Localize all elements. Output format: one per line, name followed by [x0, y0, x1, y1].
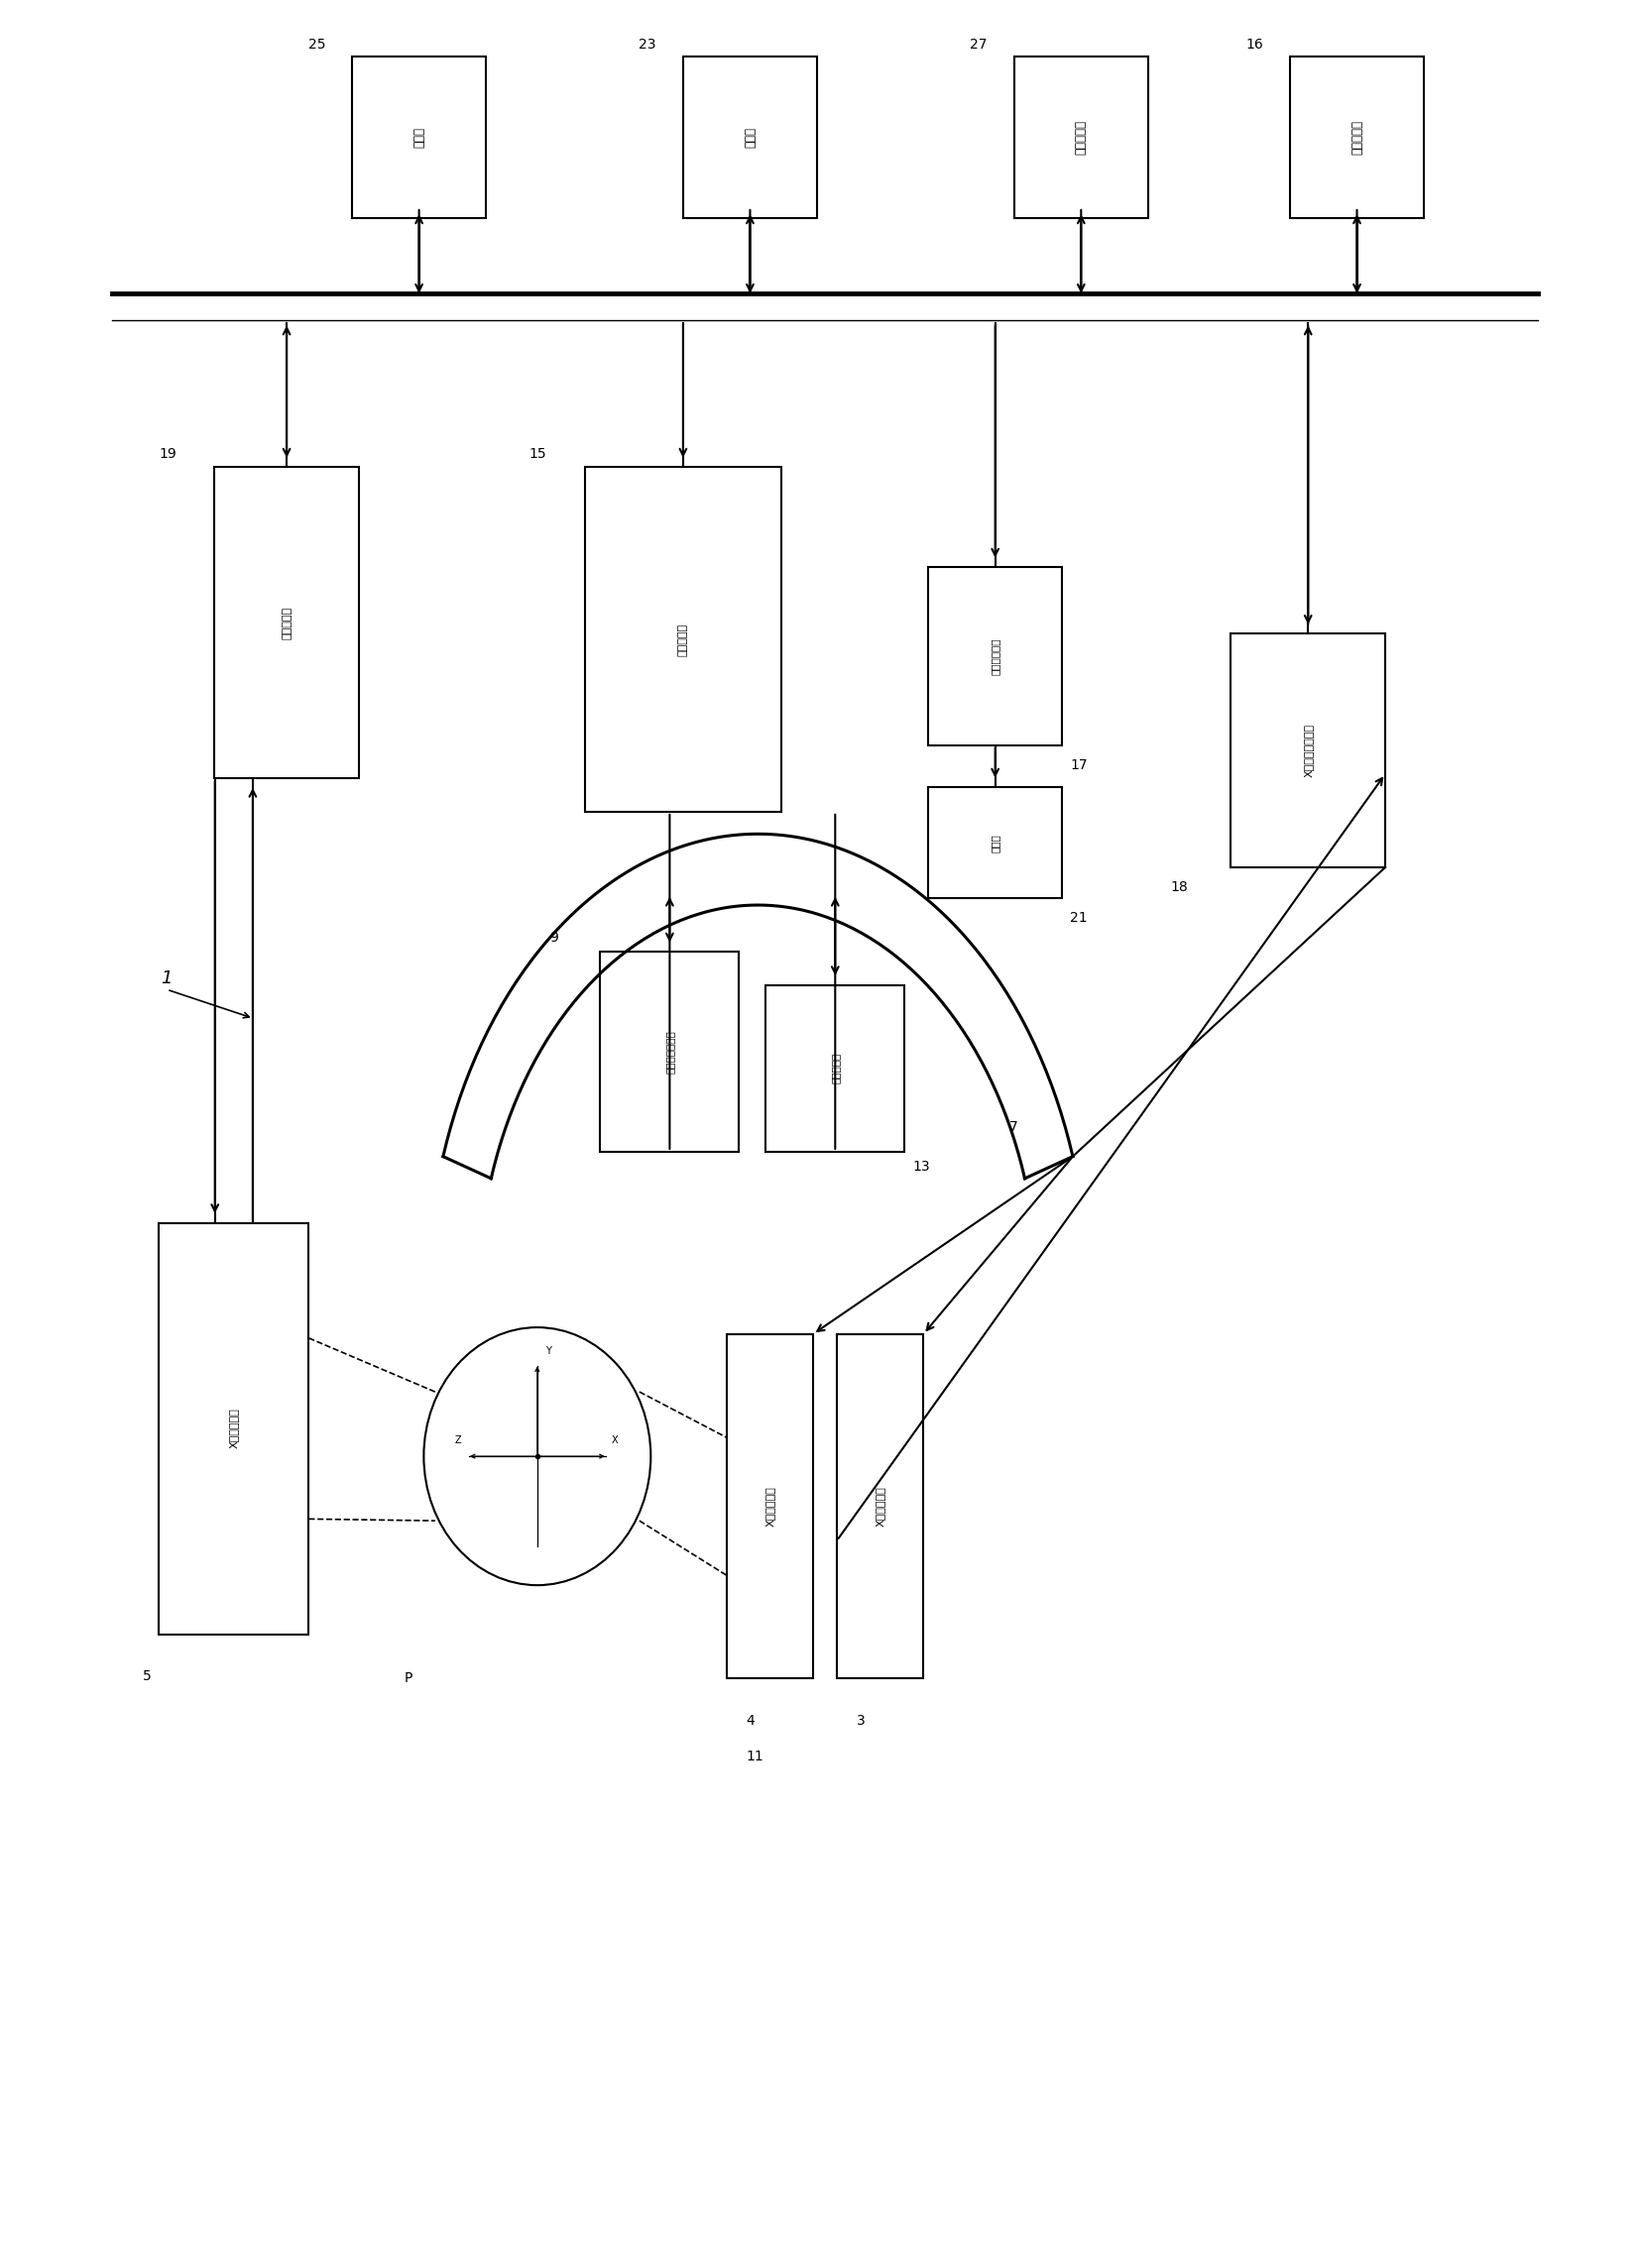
Text: 3: 3 [857, 1715, 865, 1728]
Bar [1014, 57, 1147, 218]
Text: Y: Y [545, 1345, 551, 1356]
Text: 支承机构驱动部: 支承机构驱动部 [665, 1030, 674, 1073]
Text: 16: 16 [1246, 39, 1262, 52]
Bar [837, 1334, 922, 1678]
Text: 5: 5 [143, 1669, 151, 1683]
Text: X: X [610, 1436, 617, 1445]
Bar [351, 57, 486, 218]
Text: 27: 27 [970, 39, 986, 52]
Text: 系统控制部: 系统控制部 [1073, 120, 1086, 154]
Text: X射线光阀控制部: X射线光阀控制部 [1303, 723, 1313, 778]
Text: 13: 13 [912, 1161, 929, 1175]
Text: 厕度决定部: 厕度决定部 [1349, 120, 1362, 154]
Text: P: P [404, 1672, 412, 1685]
Bar [725, 1334, 812, 1678]
Bar [1290, 57, 1423, 218]
Text: X射线光阀部: X射线光阀部 [765, 1486, 775, 1526]
Text: 15: 15 [528, 447, 546, 460]
Text: 23: 23 [638, 39, 656, 52]
Text: 9: 9 [550, 932, 558, 946]
Bar [927, 567, 1062, 744]
Bar [159, 1222, 309, 1633]
Text: X射线检测部: X射线检测部 [228, 1408, 238, 1449]
Bar [927, 787, 1062, 898]
Text: 4: 4 [745, 1715, 755, 1728]
Text: 输入部: 输入部 [412, 127, 425, 147]
Text: 11: 11 [745, 1749, 763, 1762]
Text: Z: Z [455, 1436, 461, 1445]
Text: 21: 21 [1070, 912, 1086, 925]
Text: 7: 7 [1009, 1120, 1017, 1134]
Text: 19: 19 [159, 447, 177, 460]
Text: 显示部: 显示部 [743, 127, 757, 147]
Text: 移动控制部: 移动控制部 [678, 624, 688, 655]
Ellipse shape [423, 1327, 650, 1585]
Text: X射线产生部: X射线产生部 [875, 1486, 884, 1526]
Bar [683, 57, 817, 218]
Text: 25: 25 [309, 39, 325, 52]
Bar [601, 953, 738, 1152]
Bar [765, 984, 904, 1152]
Text: 17: 17 [1070, 758, 1086, 771]
Text: 滤波器确定部: 滤波器确定部 [990, 637, 999, 674]
Bar [213, 467, 359, 778]
Bar [584, 467, 781, 812]
Bar [1231, 635, 1385, 866]
Text: 图像生成部: 图像生成部 [282, 606, 292, 640]
Text: 存储部: 存储部 [990, 835, 999, 853]
Text: 1: 1 [161, 968, 172, 987]
Text: 顶板驱动部: 顶板驱动部 [830, 1052, 840, 1084]
Text: 18: 18 [1170, 880, 1188, 894]
